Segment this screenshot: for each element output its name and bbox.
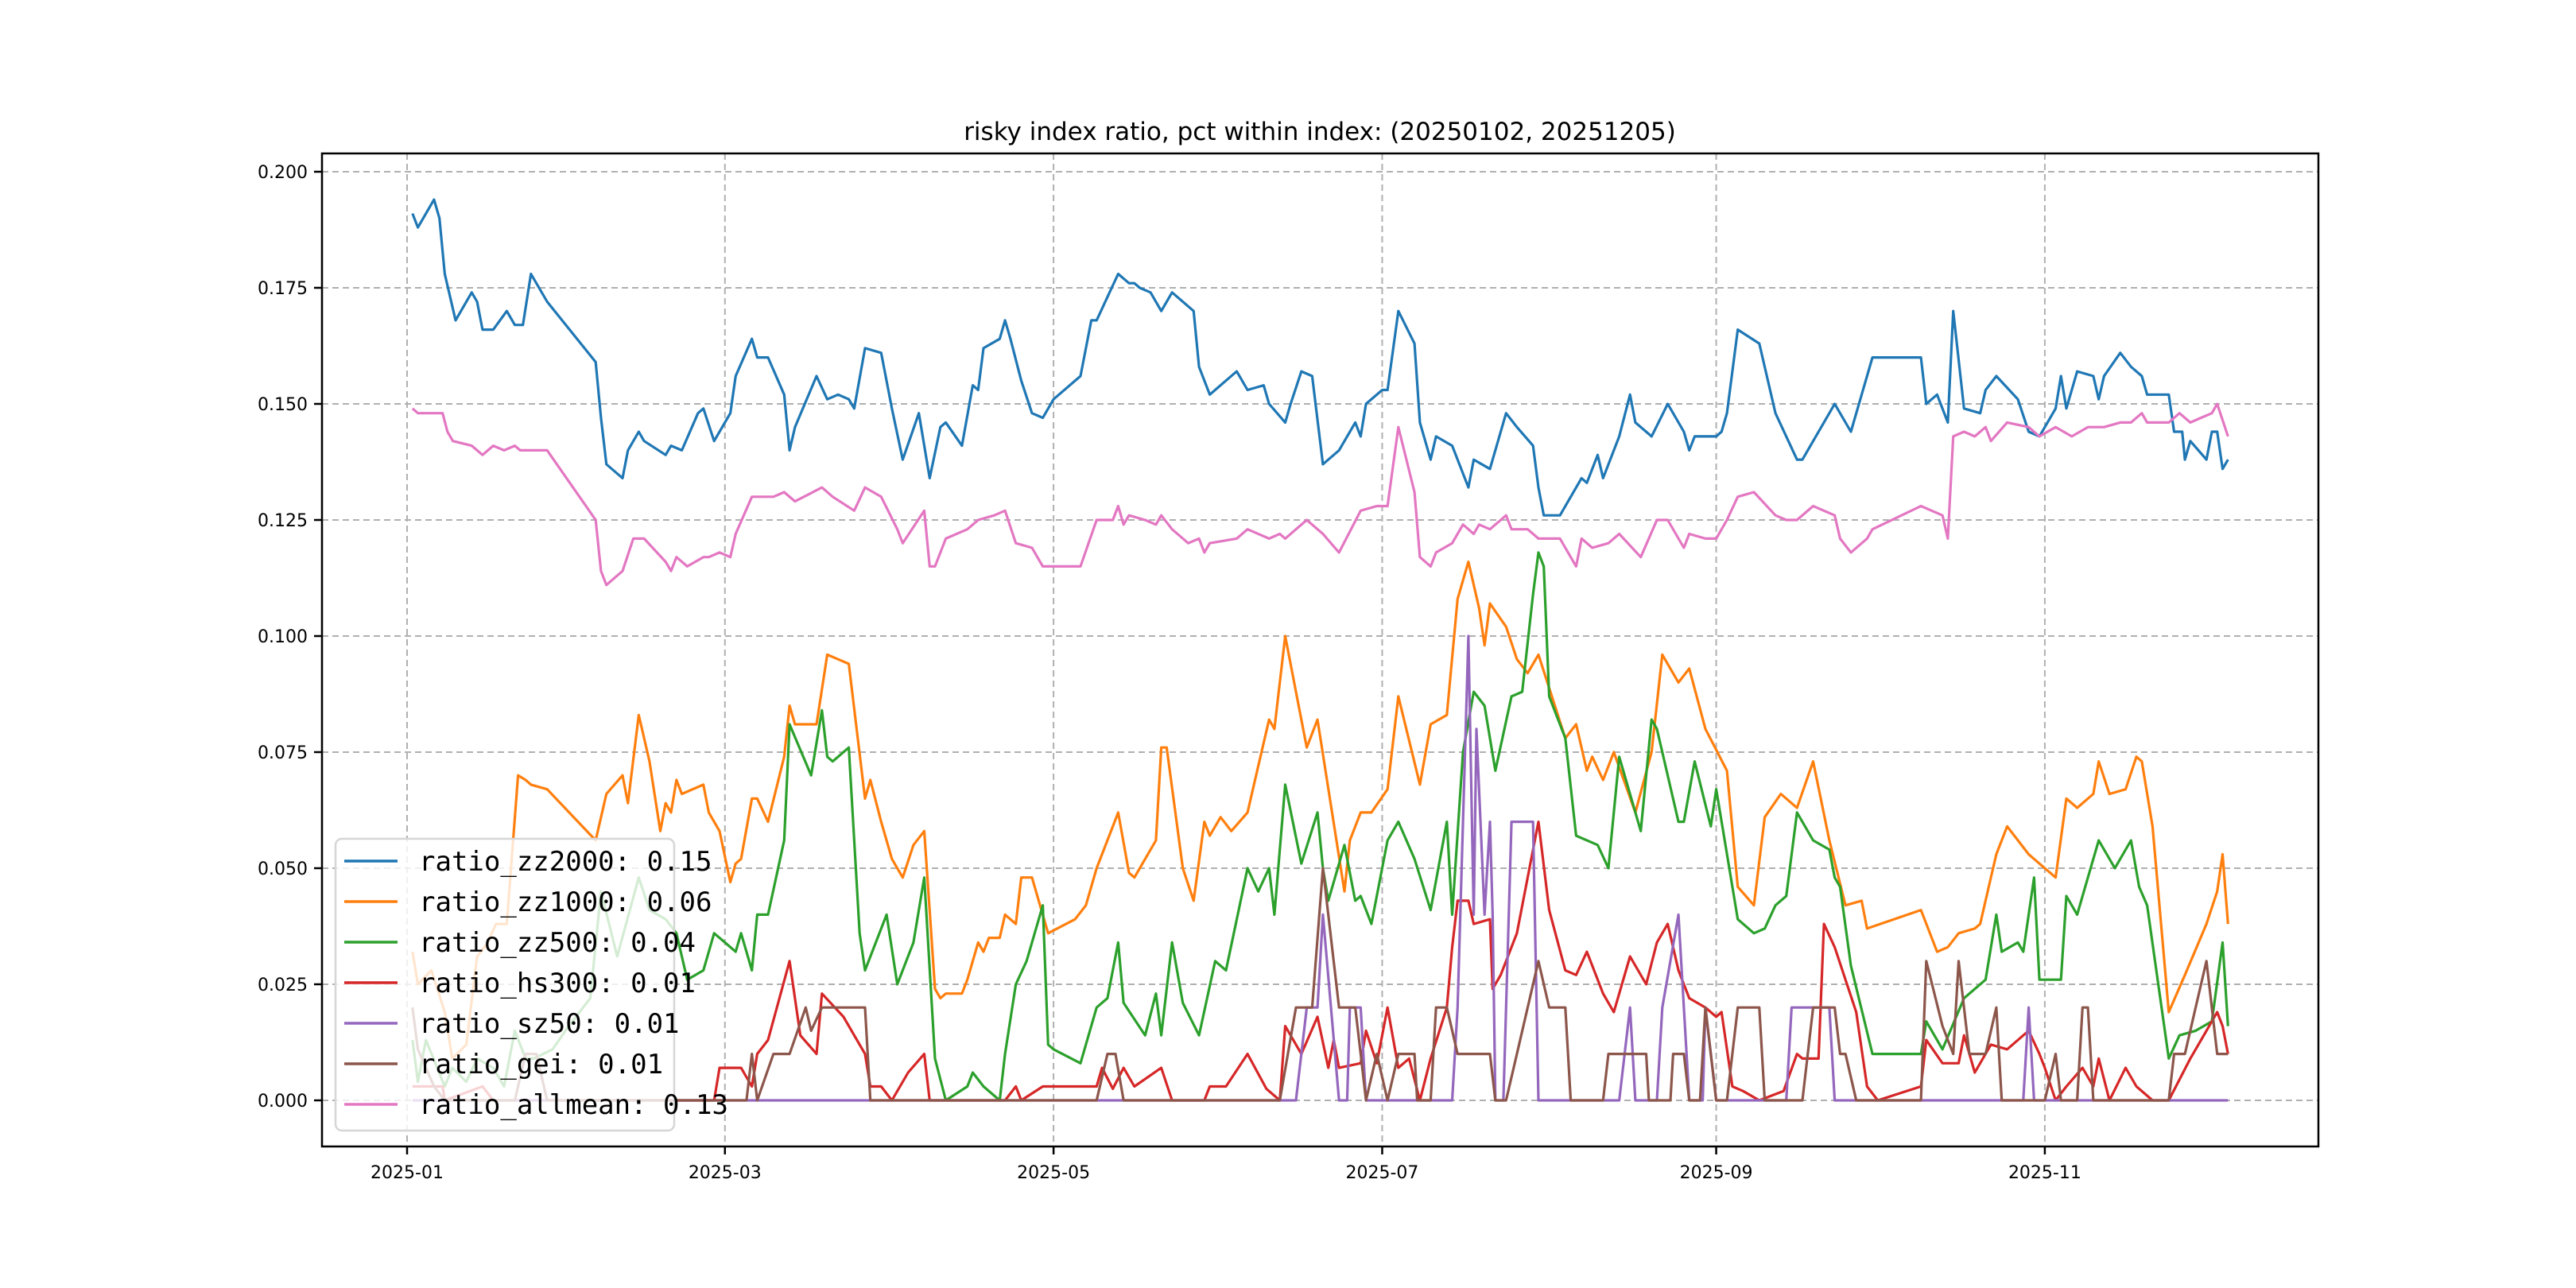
y-tick-label: 0.100 <box>258 627 308 647</box>
legend-label: ratio_gei: 0.01 <box>419 1049 663 1080</box>
x-tick-label: 2025-03 <box>689 1163 762 1183</box>
x-tick-label: 2025-01 <box>370 1163 444 1183</box>
y-tick-label: 0.175 <box>258 279 308 299</box>
x-tick-label: 2025-07 <box>1345 1163 1418 1183</box>
y-tick-label: 0.000 <box>258 1092 308 1111</box>
x-tick-label: 2025-11 <box>2008 1163 2081 1183</box>
legend-label: ratio_allmean: 0.13 <box>419 1089 728 1121</box>
x-tick-label: 2025-09 <box>1680 1163 1753 1183</box>
legend-label: ratio_zz2000: 0.15 <box>419 846 712 878</box>
y-tick-label: 0.150 <box>258 395 308 415</box>
y-tick-label: 0.025 <box>258 976 308 995</box>
legend-label: ratio_zz1000: 0.06 <box>419 886 712 918</box>
y-tick-label: 0.200 <box>258 163 308 183</box>
axes-frame <box>320 152 2320 1148</box>
y-tick-label: 0.050 <box>258 859 308 879</box>
series-line-ratio-zz1000 <box>411 560 2229 1061</box>
x-tick-label: 2025-05 <box>1017 1163 1090 1183</box>
chart-title: risky index ratio, pct within index: (20… <box>964 118 1676 146</box>
y-tick-label: 0.075 <box>258 743 308 763</box>
series-line-ratio-zz2000 <box>411 198 2229 517</box>
legend-label: ratio_sz50: 0.01 <box>419 1008 680 1040</box>
series-line-ratio-gei <box>411 867 2229 1102</box>
series-lines <box>411 198 2229 1102</box>
legend-label: ratio_zz500: 0.04 <box>419 927 696 959</box>
legend-label: ratio_hs300: 0.01 <box>419 968 696 999</box>
series-line-ratio-allmean <box>411 402 2229 587</box>
legend: ratio_zz2000: 0.15 ratio_zz1000: 0.06 rati… <box>334 837 728 1132</box>
axis-ticks: 2025-01 2025-03 2025-05 2025-07 2025-09 2025-… <box>258 163 2081 1183</box>
series-line-ratio-sz50 <box>412 634 2229 1102</box>
legend-frame <box>334 837 676 1132</box>
y-tick-label: 0.125 <box>258 511 308 531</box>
series-line-ratio-hs300 <box>412 820 2229 1102</box>
